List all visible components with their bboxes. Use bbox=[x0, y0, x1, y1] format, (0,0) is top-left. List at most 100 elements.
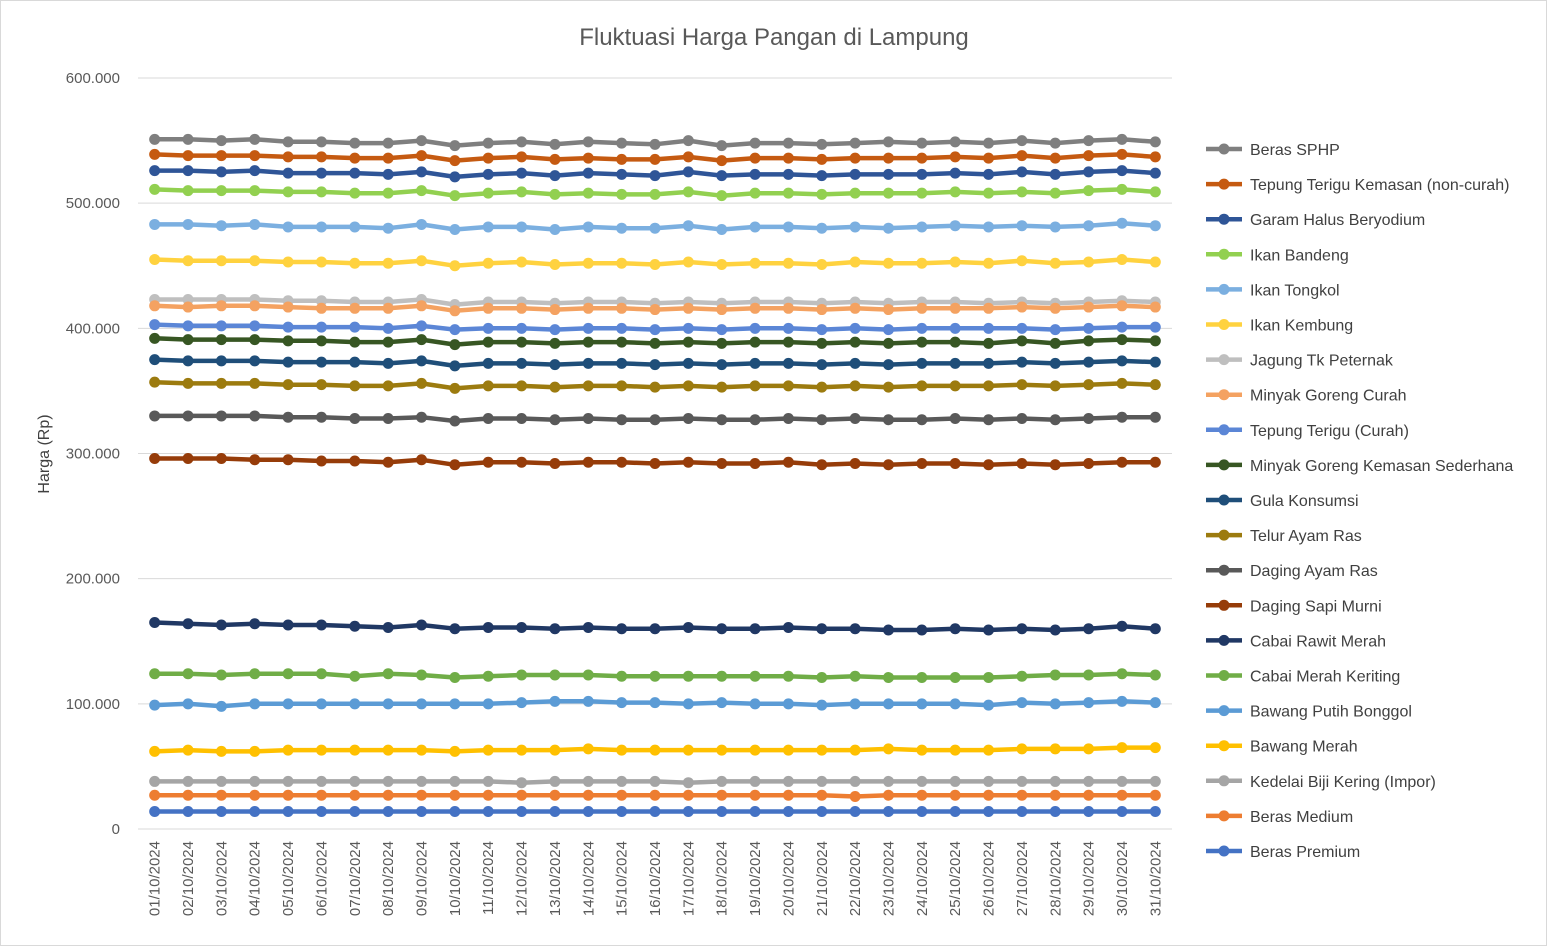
data-point bbox=[716, 789, 728, 801]
data-point bbox=[616, 137, 628, 149]
data-point bbox=[616, 744, 628, 756]
data-point bbox=[149, 699, 161, 711]
y-tick-label: 400.000 bbox=[66, 320, 120, 337]
data-point bbox=[182, 334, 194, 346]
data-point bbox=[849, 322, 861, 334]
data-point bbox=[1016, 150, 1028, 162]
data-point bbox=[215, 166, 227, 178]
data-point bbox=[1049, 257, 1061, 269]
data-point bbox=[1016, 301, 1028, 313]
data-point bbox=[149, 376, 161, 388]
data-point bbox=[749, 414, 761, 426]
data-point bbox=[516, 336, 528, 348]
data-point bbox=[849, 744, 861, 756]
data-point bbox=[1116, 165, 1128, 177]
data-point bbox=[1149, 805, 1161, 817]
data-point bbox=[782, 775, 794, 787]
data-point bbox=[482, 322, 494, 334]
data-point bbox=[916, 302, 928, 314]
data-point bbox=[549, 458, 561, 470]
data-point bbox=[1049, 137, 1061, 149]
legend: Beras SPHP Tepung Terigu Kemasan (non-cur… bbox=[1206, 142, 1513, 861]
data-point bbox=[649, 304, 661, 316]
data-point bbox=[449, 415, 461, 427]
data-point bbox=[449, 745, 461, 757]
data-point bbox=[315, 186, 327, 198]
data-point bbox=[1083, 775, 1095, 787]
data-point bbox=[516, 777, 528, 789]
data-point bbox=[1116, 695, 1128, 707]
data-point bbox=[416, 744, 428, 756]
data-point bbox=[749, 168, 761, 180]
data-point bbox=[1116, 300, 1128, 312]
data-point bbox=[1083, 301, 1095, 313]
legend-label: Ikan Tongkol bbox=[1250, 282, 1340, 299]
data-point bbox=[1083, 697, 1095, 709]
data-point bbox=[582, 152, 594, 164]
series bbox=[149, 616, 1161, 636]
data-point bbox=[916, 322, 928, 334]
data-point bbox=[315, 775, 327, 787]
data-point bbox=[349, 321, 361, 333]
data-point bbox=[215, 745, 227, 757]
data-point bbox=[882, 168, 894, 180]
legend-label: Gula Konsumsi bbox=[1250, 493, 1359, 510]
data-point bbox=[616, 380, 628, 392]
data-point bbox=[749, 670, 761, 682]
data-point bbox=[516, 167, 528, 179]
data-point bbox=[882, 698, 894, 710]
data-point bbox=[749, 744, 761, 756]
data-point bbox=[649, 381, 661, 393]
data-point bbox=[582, 167, 594, 179]
y-tick-label: 600.000 bbox=[66, 70, 120, 87]
data-point bbox=[1149, 186, 1161, 198]
data-point bbox=[749, 805, 761, 817]
data-point bbox=[1049, 775, 1061, 787]
legend-item: Beras SPHP bbox=[1206, 142, 1340, 159]
data-point bbox=[315, 744, 327, 756]
data-point bbox=[549, 669, 561, 681]
data-point bbox=[549, 258, 561, 270]
data-point bbox=[315, 379, 327, 391]
data-point bbox=[882, 136, 894, 148]
data-point bbox=[416, 619, 428, 631]
data-point bbox=[182, 805, 194, 817]
data-point bbox=[682, 256, 694, 268]
data-point bbox=[516, 151, 528, 163]
data-point bbox=[382, 322, 394, 334]
series bbox=[149, 695, 1161, 712]
data-point bbox=[482, 380, 494, 392]
data-point bbox=[1116, 805, 1128, 817]
data-point bbox=[983, 414, 995, 426]
data-point bbox=[416, 334, 428, 346]
legend-swatch-marker bbox=[1218, 705, 1230, 717]
data-point bbox=[549, 695, 561, 707]
legend-swatch-marker bbox=[1218, 775, 1230, 787]
data-point bbox=[282, 619, 294, 631]
data-point bbox=[516, 697, 528, 709]
data-point bbox=[816, 170, 828, 182]
data-point bbox=[516, 357, 528, 369]
data-point bbox=[916, 775, 928, 787]
data-point bbox=[516, 322, 528, 334]
data-point bbox=[682, 151, 694, 163]
data-point bbox=[382, 152, 394, 164]
data-point bbox=[1083, 412, 1095, 424]
data-point bbox=[749, 257, 761, 269]
data-point bbox=[315, 698, 327, 710]
data-point bbox=[249, 745, 261, 757]
data-point bbox=[749, 221, 761, 233]
data-point bbox=[1083, 335, 1095, 347]
x-tick-label: 03/10/2024 bbox=[213, 841, 230, 916]
data-point bbox=[1016, 458, 1028, 470]
data-point bbox=[882, 775, 894, 787]
data-point bbox=[1116, 217, 1128, 229]
data-point bbox=[349, 221, 361, 233]
data-point bbox=[1149, 335, 1161, 347]
data-point bbox=[149, 805, 161, 817]
legend-item: Cabai Merah Keriting bbox=[1206, 669, 1400, 686]
data-point bbox=[349, 356, 361, 368]
data-point bbox=[1083, 220, 1095, 232]
data-point bbox=[249, 300, 261, 312]
data-point bbox=[449, 805, 461, 817]
